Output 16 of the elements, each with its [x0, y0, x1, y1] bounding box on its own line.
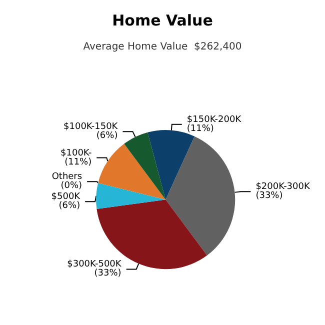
data-label: (11%) [186, 124, 214, 134]
chart-title: Home Value [112, 12, 213, 30]
slice-label: $300K-500K [67, 260, 122, 270]
data-label: (6%) [96, 131, 118, 142]
data-label: (33%) [94, 268, 122, 279]
slice-label: $150K-200K [186, 114, 242, 125]
slice-label: $100K-150K [64, 122, 119, 132]
data-label: (11%) [64, 157, 92, 168]
data-label: (33%) [256, 191, 283, 202]
text: (0%) [60, 181, 82, 192]
slice-label: $100K- [60, 148, 92, 158]
data-label: (6%) [58, 201, 80, 212]
chart-subtitle: Average Home Value $262,400 [83, 42, 242, 52]
slice-label: $200K-300K [256, 182, 311, 192]
legend-label: Others [52, 172, 82, 182]
slice-label: $500K [51, 192, 82, 202]
